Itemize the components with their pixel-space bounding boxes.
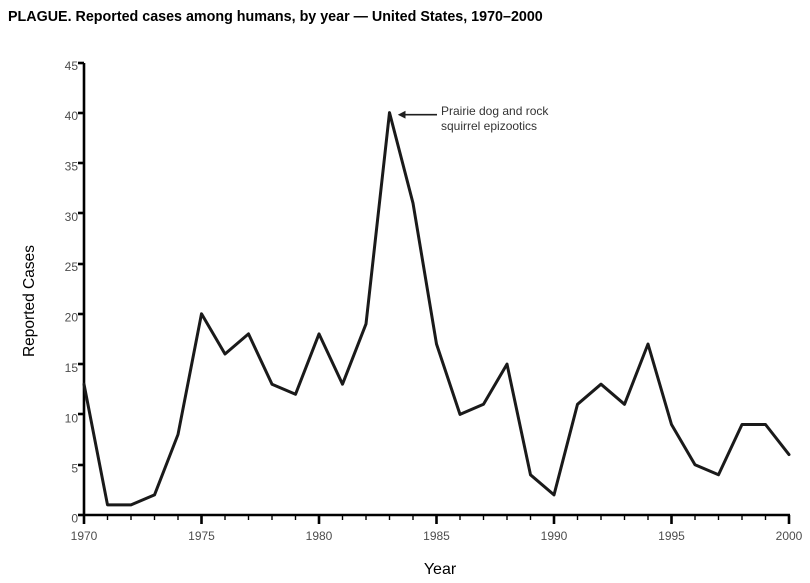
svg-text:5: 5 bbox=[71, 462, 78, 476]
svg-text:2000: 2000 bbox=[776, 529, 803, 543]
svg-text:1990: 1990 bbox=[541, 529, 568, 543]
svg-text:1980: 1980 bbox=[306, 529, 333, 543]
svg-text:1995: 1995 bbox=[658, 529, 685, 543]
svg-text:20: 20 bbox=[65, 311, 79, 325]
svg-text:45: 45 bbox=[65, 59, 79, 73]
svg-text:1970: 1970 bbox=[71, 529, 98, 543]
svg-text:0: 0 bbox=[71, 512, 78, 526]
svg-text:35: 35 bbox=[65, 160, 79, 174]
svg-text:40: 40 bbox=[65, 109, 79, 123]
svg-text:30: 30 bbox=[65, 210, 79, 224]
svg-text:1975: 1975 bbox=[188, 529, 215, 543]
svg-text:25: 25 bbox=[65, 260, 79, 274]
svg-text:1985: 1985 bbox=[423, 529, 450, 543]
svg-text:10: 10 bbox=[65, 412, 79, 426]
svg-text:15: 15 bbox=[65, 361, 79, 375]
